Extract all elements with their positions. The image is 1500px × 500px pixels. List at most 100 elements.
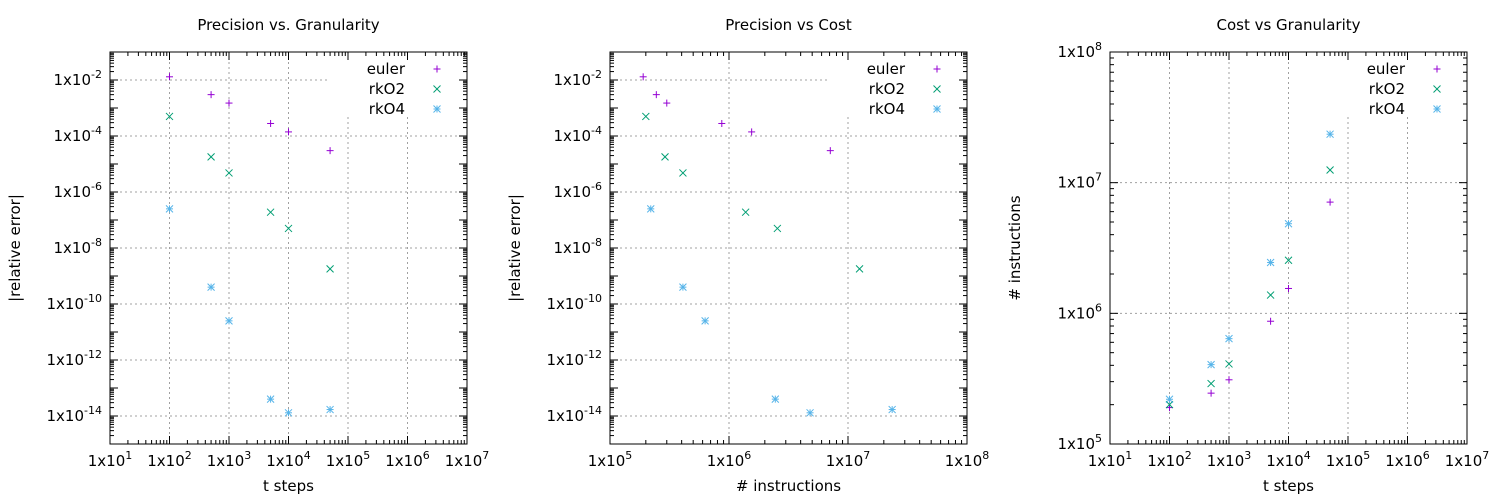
y-tick-label-exponent: -6 [91, 180, 102, 193]
y-tick-label: 1x10-4 [54, 124, 102, 145]
data-point [663, 99, 671, 107]
y-axis-label: # instructions [1006, 195, 1024, 300]
grid [610, 52, 967, 444]
x-tick-label-mantissa: 1x10 [945, 452, 983, 470]
legend-label: rkO4 [1369, 100, 1405, 118]
legend-marker [933, 85, 941, 93]
x-tick-label-mantissa: 1x10 [1088, 452, 1126, 470]
y-tick-label-mantissa: 1x10 [47, 351, 85, 369]
y-tick-label: 1x10-12 [547, 348, 602, 369]
x-tick-label-mantissa: 1x10 [207, 452, 245, 470]
series-rkO2 [1165, 166, 1334, 409]
x-tick-label: 1x102 [1147, 449, 1192, 470]
legend-marker [1433, 85, 1441, 93]
x-tick-label-mantissa: 1x10 [1207, 452, 1245, 470]
x-tick-label-exponent: 3 [244, 449, 251, 462]
legend: euler rkO2 rkO4 [1327, 56, 1463, 118]
x-tick-label: 1x104 [1266, 449, 1311, 470]
y-tick-label: 1x106 [1057, 301, 1102, 322]
x-tick-label-mantissa: 1x10 [326, 452, 364, 470]
data-point [1207, 389, 1215, 397]
data-point [207, 91, 215, 99]
data-point [888, 405, 897, 414]
y-tick-label-exponent: 5 [1095, 432, 1102, 445]
legend-marker [433, 65, 441, 73]
y-tick-label-exponent: 6 [1095, 301, 1102, 314]
x-tick-label: 1x103 [1207, 449, 1252, 470]
x-tick-label: 1x106 [385, 449, 430, 470]
x-tick-label-mantissa: 1x10 [1266, 452, 1304, 470]
data-point [266, 208, 275, 217]
y-tick-label-exponent: -4 [591, 124, 602, 137]
legend-background [327, 56, 463, 114]
data-point [855, 264, 864, 273]
data-point [1165, 400, 1174, 409]
x-tick-label: 1x105 [1326, 449, 1371, 470]
y-tick-label: 1x10-14 [47, 404, 102, 425]
x-tick-label: 1x106 [707, 449, 752, 470]
y-tick-label-exponent: -2 [91, 68, 102, 81]
y-tick-label-mantissa: 1x10 [547, 295, 585, 313]
data-point [679, 169, 687, 177]
data-point [1225, 360, 1233, 368]
y-tick-label-mantissa: 1x10 [1057, 43, 1095, 61]
y-tick-label-mantissa: 1x10 [47, 407, 85, 425]
x-tick-label-mantissa: 1x10 [707, 452, 745, 470]
x-tick-label: 1x107 [826, 449, 871, 470]
legend-label: rkO2 [1369, 80, 1405, 98]
y-tick-label-exponent: 8 [1095, 40, 1102, 53]
legend-label: rkO2 [369, 80, 405, 98]
y-tick-label: 1x10-12 [47, 348, 102, 369]
x-tick-label-exponent: 6 [1423, 449, 1430, 462]
y-tick-label-mantissa: 1x10 [554, 239, 592, 257]
data-point [165, 112, 174, 121]
x-axis-label: t steps [1263, 477, 1314, 495]
data-point [652, 91, 660, 99]
data-point [225, 169, 233, 177]
legend-background [1327, 56, 1463, 114]
data-point [1207, 379, 1215, 388]
y-tick-label-exponent: -2 [591, 68, 602, 81]
chart-title: Cost vs Granularity [1216, 16, 1360, 34]
y-tick-label-mantissa: 1x10 [554, 71, 592, 89]
y-tick-label-mantissa: 1x10 [554, 183, 592, 201]
legend-marker [433, 85, 441, 93]
data-point [1207, 360, 1215, 369]
y-axis-label: |relative error| [6, 194, 24, 302]
y-tick-label-exponent: 7 [1095, 171, 1102, 184]
data-point [284, 408, 293, 417]
y-tick-label: 1x10-4 [554, 124, 602, 145]
y-tick-label-mantissa: 1x10 [54, 183, 92, 201]
data-point [1266, 258, 1275, 267]
legend-marker [933, 65, 941, 73]
data-point [701, 317, 709, 325]
x-tick-label-exponent: 8 [982, 449, 989, 462]
data-point [1266, 291, 1275, 299]
legend-marker [1433, 65, 1441, 73]
y-tick-label-mantissa: 1x10 [54, 127, 92, 145]
x-tick-label-mantissa: 1x10 [588, 452, 626, 470]
x-tick-label-mantissa: 1x10 [385, 452, 423, 470]
data-point [1326, 198, 1334, 206]
data-point [771, 395, 780, 403]
data-point [207, 152, 215, 161]
data-point [225, 317, 233, 325]
data-point [1326, 130, 1334, 139]
data-point [1267, 317, 1275, 325]
x-tick-label-exponent: 6 [423, 449, 430, 462]
legend-label: euler [1367, 60, 1406, 78]
series-rkO4 [646, 205, 897, 417]
data-point [661, 152, 669, 161]
chart-title: Precision vs Cost [725, 16, 852, 34]
x-tick-label-exponent: 7 [1482, 449, 1489, 462]
y-tick-label-mantissa: 1x10 [554, 127, 592, 145]
series-rkO2 [165, 112, 334, 273]
y-tick-label-mantissa: 1x10 [54, 239, 92, 257]
y-tick-label-mantissa: 1x10 [547, 351, 585, 369]
ticks [109, 51, 468, 445]
x-tick-label-exponent: 5 [1363, 449, 1370, 462]
y-tick-label: 1x10-8 [54, 236, 102, 257]
